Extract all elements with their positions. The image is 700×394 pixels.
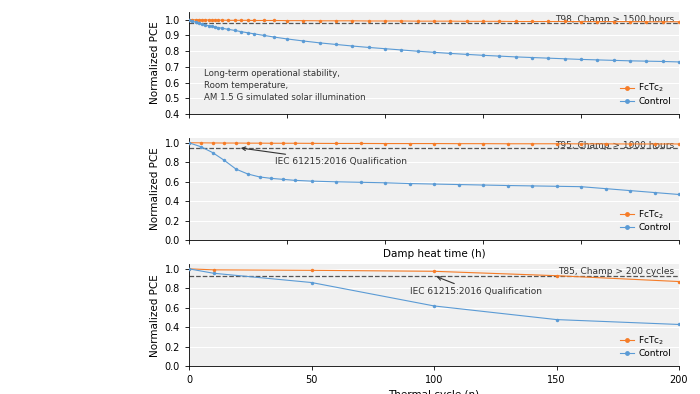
Text: IEC 61215:2016 Qualification: IEC 61215:2016 Qualification (410, 277, 542, 296)
Text: T95, Champ > 1000 hours: T95, Champ > 1000 hours (555, 141, 674, 150)
Y-axis label: Normalized PCE: Normalized PCE (150, 274, 160, 357)
Text: Long-term operational stability,
Room temperature,
AM 1.5 G simulated solar illu: Long-term operational stability, Room te… (204, 69, 365, 102)
Legend: FcTc$_2$, Control: FcTc$_2$, Control (617, 204, 675, 236)
Text: IEC 61215:2016 Qualification: IEC 61215:2016 Qualification (242, 147, 407, 166)
Text: T98, Champ > 1500 hours: T98, Champ > 1500 hours (555, 15, 674, 24)
X-axis label: Damp heat time (h): Damp heat time (h) (383, 249, 485, 259)
Legend: FcTc$_2$, Control: FcTc$_2$, Control (617, 78, 675, 110)
Legend: FcTc$_2$, Control: FcTc$_2$, Control (617, 331, 675, 362)
Y-axis label: Normalized PCE: Normalized PCE (150, 148, 160, 230)
Text: T85, Champ > 200 cycles: T85, Champ > 200 cycles (558, 267, 674, 276)
X-axis label: Thermal cycle (n): Thermal cycle (n) (389, 390, 480, 394)
Y-axis label: Normalized PCE: Normalized PCE (150, 22, 160, 104)
